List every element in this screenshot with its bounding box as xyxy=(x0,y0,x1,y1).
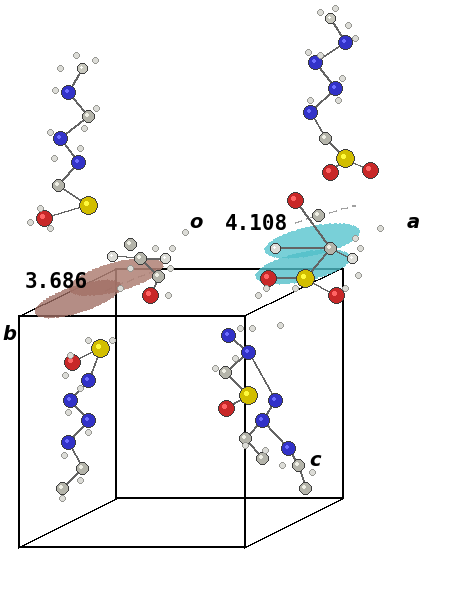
Text: c: c xyxy=(309,450,321,469)
Text: o: o xyxy=(189,213,203,232)
Text: a: a xyxy=(406,213,419,232)
Text: b: b xyxy=(2,326,16,345)
Text: 3.686: 3.686 xyxy=(25,272,88,292)
Text: 4.108: 4.108 xyxy=(225,214,288,234)
